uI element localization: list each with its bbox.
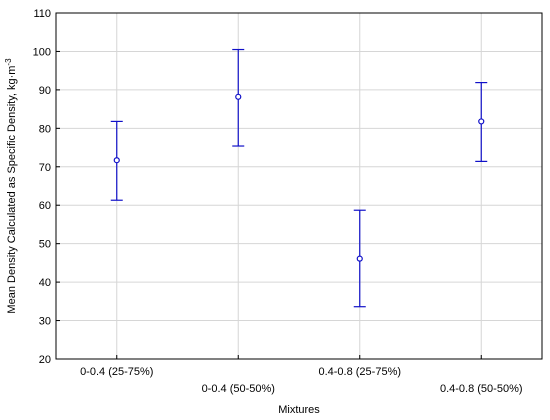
- y-tick-label: 100: [33, 46, 51, 58]
- error-bar-group: [232, 48, 245, 147]
- y-axis-title: Mean Density Calculated as Specific Dens…: [4, 58, 18, 314]
- x-tick-label: 0.4-0.8 (50-50%): [440, 383, 523, 395]
- x-ticks: 0-0.4 (25-75%) 0-0.4 (50-50%) 0.4-0.8 (25-…: [80, 355, 523, 395]
- x-axis-title: Mixtures: [278, 404, 320, 416]
- error-bar-group: [475, 81, 488, 162]
- y-tick-label: 90: [39, 85, 51, 97]
- y-axis-title-superscript: -3: [4, 58, 13, 66]
- x-tick-label: 0-0.4 (50-50%): [202, 383, 275, 395]
- y-tick-label: 60: [39, 200, 51, 212]
- y-tick-label: 30: [39, 316, 51, 328]
- y-tick-label: 110: [33, 8, 51, 20]
- y-tick-label: 70: [39, 162, 51, 174]
- mean-point: [478, 118, 485, 125]
- y-tick-label: 40: [39, 277, 51, 289]
- x-tick-label: 0.4-0.8 (25-75%): [318, 366, 401, 378]
- y-axis-title-main: Mean Density Calculated as Specific Dens…: [6, 66, 18, 314]
- y-ticks: 20 30 40 50 60 70 80 90 100 110: [33, 8, 60, 366]
- error-bar-group: [353, 209, 366, 308]
- y-tick-label: 20: [39, 354, 51, 366]
- error-bar-group: [110, 120, 123, 201]
- y-tick-label: 80: [39, 123, 51, 135]
- plot-frame: [55, 12, 543, 360]
- y-tick-label: 50: [39, 239, 51, 251]
- x-tick-label: 0-0.4 (25-75%): [80, 366, 153, 378]
- data-marks: [110, 48, 488, 308]
- grid: [56, 13, 542, 359]
- mean-point: [113, 157, 120, 164]
- mean-point: [356, 255, 363, 262]
- mean-point: [235, 93, 242, 100]
